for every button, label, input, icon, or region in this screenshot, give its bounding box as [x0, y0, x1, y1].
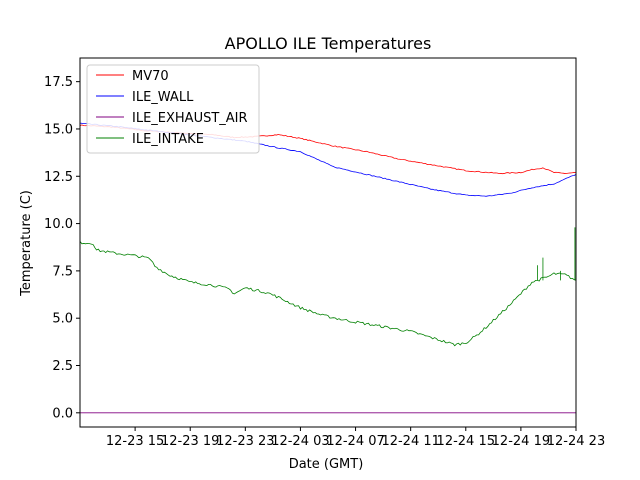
x-tick-label: 12-23 15	[106, 434, 164, 449]
y-tick-label: 2.5	[52, 359, 73, 374]
y-tick-label: 5.0	[52, 312, 73, 327]
legend: MV70 ILE_WALL ILE_EXHAUST_AIR ILE_INTAKE	[86, 64, 260, 154]
x-axis-label: Date (GMT)	[289, 457, 364, 472]
x-tick-label: 12-24 03	[271, 434, 329, 449]
x-tick-label: 12-23 19	[161, 434, 219, 449]
y-tick-label: 15.0	[44, 122, 73, 137]
x-tick-label: 12-24 07	[326, 434, 384, 449]
x-tick-label: 12-24 19	[492, 434, 550, 449]
chart-title: APOLLO ILE Temperatures	[225, 34, 432, 53]
legend-label: MV70	[132, 69, 169, 84]
y-tick-label: 7.5	[52, 264, 73, 279]
y-tick-label: 0.0	[52, 406, 73, 421]
x-tick-label: 12-24 23	[547, 434, 605, 449]
x-tick-label: 12-24 15	[437, 434, 495, 449]
legend-label: ILE_WALL	[132, 90, 194, 105]
legend-label: ILE_EXHAUST_AIR	[132, 111, 248, 126]
y-tick-label: 10.0	[44, 217, 73, 232]
legend-box	[86, 64, 260, 154]
x-tick-label: 12-23 23	[216, 434, 274, 449]
series-line-ile-intake	[80, 241, 576, 347]
plot-frame	[79, 57, 577, 428]
legend-label: ILE_INTAKE	[132, 132, 204, 147]
y-tick-label: 12.5	[44, 170, 73, 185]
x-tick-label: 12-24 11	[381, 434, 439, 449]
y-tick-label: 17.5	[44, 75, 73, 90]
y-axis-label: Temperature (C)	[19, 190, 34, 297]
